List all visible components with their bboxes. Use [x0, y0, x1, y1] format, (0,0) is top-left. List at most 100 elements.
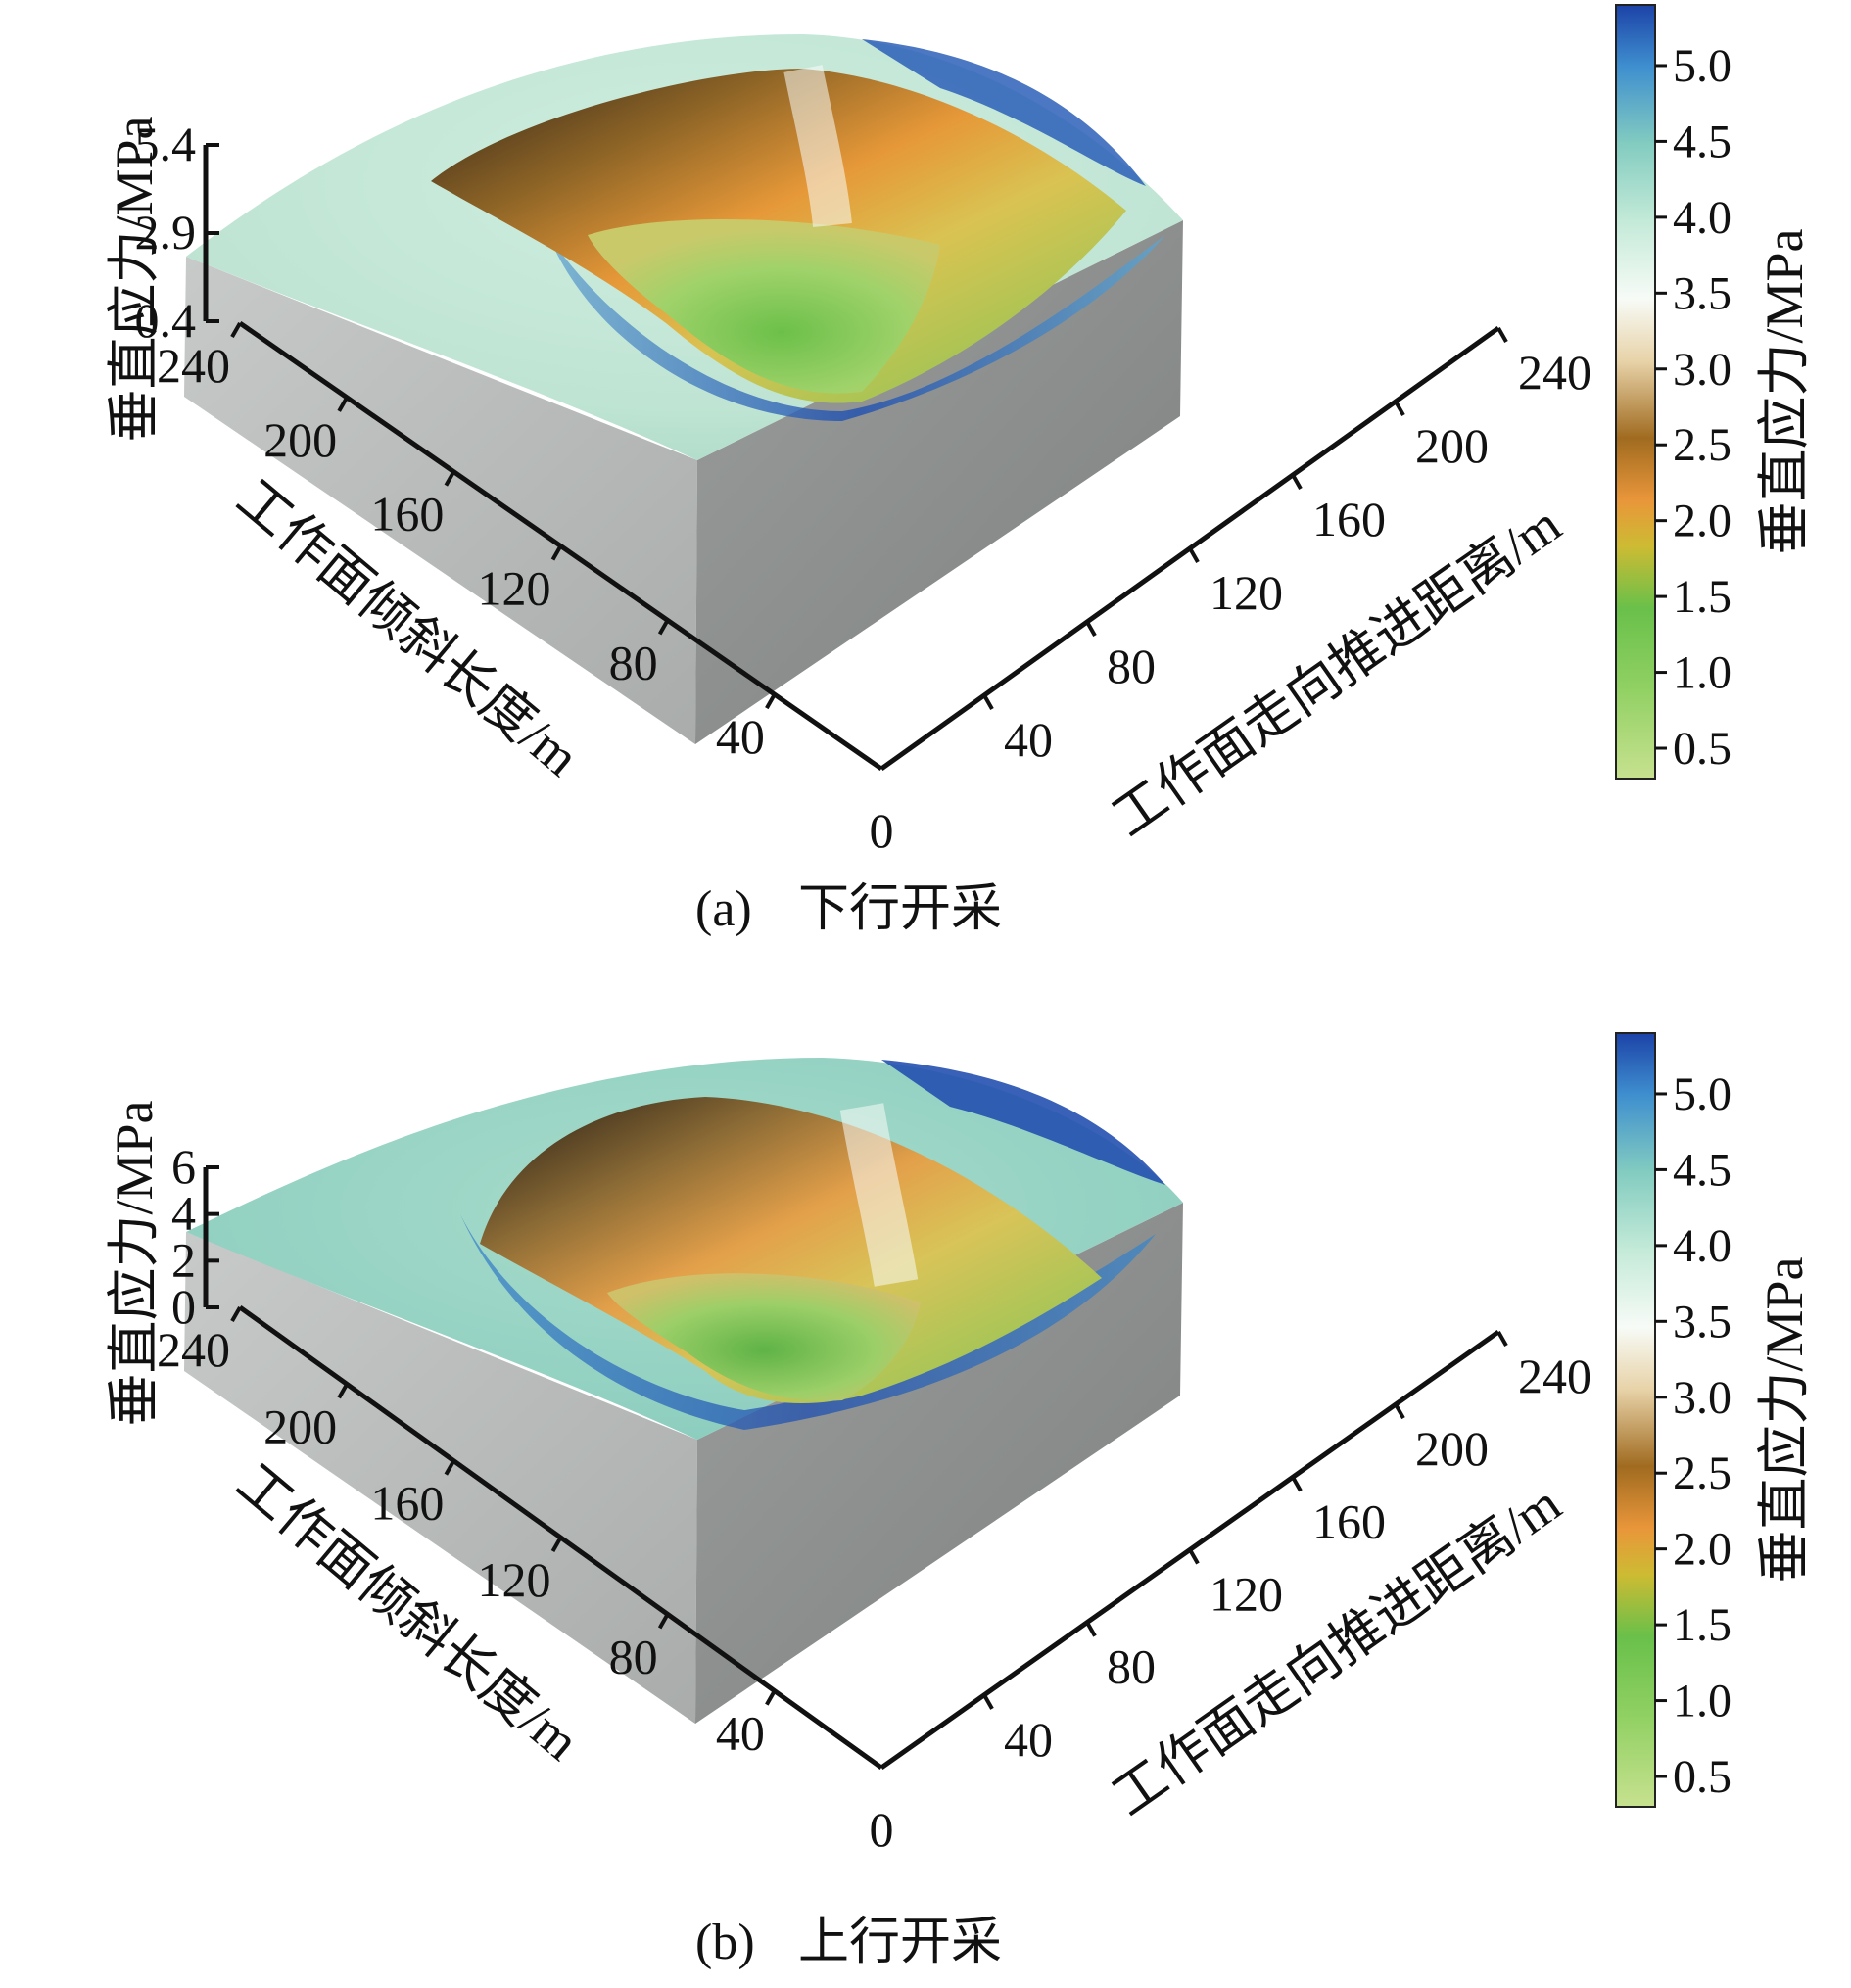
y-tick-label: 160: [1312, 492, 1386, 546]
colorbar-title: 垂直应力/MPa: [1755, 228, 1814, 554]
y-axis-title: 工作面走向推进距离/m: [1102, 495, 1571, 848]
y-tick-label: 80: [1107, 639, 1156, 693]
colorbar-tick-label: 4.5: [1673, 116, 1732, 167]
colorbar-tick-label: 3.5: [1673, 1296, 1732, 1348]
x-tick: [657, 1613, 670, 1630]
x-tick: [337, 1383, 349, 1399]
x-tick: [550, 1537, 563, 1552]
x-tick-label: 0: [870, 803, 894, 858]
colorbar-ticks: 5.0 4.5 4.0 3.5 3.0 2.5 2.0 1.5 1.0 0.5: [1655, 40, 1732, 775]
x-tick: [444, 1459, 456, 1476]
colorbar-tick-label: 1.0: [1673, 647, 1732, 699]
block-left-face: [184, 257, 697, 744]
pit-floor: [588, 218, 940, 394]
y-tick: [1188, 547, 1200, 563]
y-tick: [1085, 1621, 1097, 1637]
y-tick-label: 200: [1415, 1421, 1489, 1476]
z-axis-title: 垂直应力/MPa: [105, 116, 164, 442]
rim-band-back: [881, 1060, 1165, 1185]
colorbar-title: 垂直应力/MPa: [1755, 1256, 1814, 1583]
y-tick: [1188, 1548, 1200, 1565]
x-tick: [444, 470, 456, 487]
y-tick: [1394, 401, 1405, 416]
y-tick: [1496, 327, 1508, 343]
x-tick-label: 80: [609, 635, 658, 689]
z-tick-label: 6: [171, 1139, 196, 1194]
colorbar-tick-label: 2.5: [1673, 419, 1732, 471]
ticks-a: 5.4 2.9 0.4 0 40 80 120 160 200 240 40 80 120 160 200 2…: [135, 117, 1592, 858]
caption-text: 下行开采: [798, 881, 1002, 937]
caption-label: (a): [695, 881, 752, 937]
y-tick: [982, 694, 994, 710]
x-tick-label: 160: [370, 487, 444, 542]
y-tick: [1085, 621, 1097, 637]
colorbar-tick-label: 4.5: [1673, 1144, 1732, 1196]
z-axis-title: 垂直应力/MPa: [105, 1100, 164, 1426]
z-tick-label: 5.4: [135, 117, 197, 171]
x-tick: [337, 396, 349, 412]
x-tick-label: 240: [157, 1322, 230, 1377]
colorbar: [1615, 1032, 1656, 1808]
colorbar: [1615, 4, 1656, 780]
colorbar-tick-label: 2.0: [1673, 496, 1732, 547]
x-tick-label: 160: [370, 1476, 444, 1531]
x-tick-label: 200: [263, 412, 337, 467]
colorbar-tick-label: 1.5: [1673, 571, 1732, 623]
colorbar-tick-label: 0.5: [1673, 723, 1732, 775]
y-tick: [1291, 1476, 1303, 1492]
colorbar-tick-label: 5.0: [1673, 40, 1732, 92]
rim-band-front: [460, 1214, 1156, 1430]
rim-band-back: [862, 39, 1146, 186]
caption-label: (b): [695, 1915, 755, 1970]
y-tick-label: 120: [1210, 565, 1283, 620]
colorbar-tick-label: 3.0: [1673, 344, 1732, 396]
y-tick: [1394, 1403, 1405, 1420]
pit-light-streak: [783, 65, 852, 228]
colorbar-tick-label: 0.5: [1673, 1751, 1732, 1803]
colorbar-tick-label: 2.0: [1673, 1524, 1732, 1576]
x-tick-label: 120: [478, 1552, 551, 1607]
colorbar-tick-label: 2.5: [1673, 1447, 1732, 1499]
x-tick-label: 240: [157, 338, 230, 393]
colorbar-ticks: 5.0 4.5 4.0 3.5 3.0 2.5 2.0 1.5 1.0 0.5: [1655, 1068, 1732, 1803]
colorbar-tick-label: 3.5: [1673, 267, 1732, 319]
chart-panel-a: 5.4 2.9 0.4 0 40 80 120 160 200 240 40 80 120 160 200 2…: [0, 0, 1851, 979]
block-left-face: [184, 1232, 697, 1724]
z-tick-label: 0.4: [135, 293, 197, 348]
x-tick-label: 200: [263, 1398, 337, 1453]
x-tick: [550, 544, 563, 561]
z-tick-label: 0: [171, 1279, 196, 1334]
chart-panel-b: 6 4 2 0 0 40 80 120 160 200 240 40 80 120 160 200 240 垂直…: [0, 1018, 1851, 1983]
rim-band-front: [548, 235, 1165, 421]
x-tick-label: 120: [478, 561, 551, 616]
x-tick: [657, 619, 670, 636]
x-tick-label: 0: [870, 1802, 894, 1857]
y-tick: [1291, 474, 1303, 490]
z-tick-label: 2: [171, 1232, 196, 1287]
x-tick: [230, 322, 242, 338]
colorbar-tick-label: 4.0: [1673, 192, 1732, 244]
caption-text: 上行开采: [798, 1915, 1002, 1970]
z-tick-label: 4: [171, 1186, 196, 1241]
stress-relief-pit: [480, 1097, 1102, 1403]
x-tick-label: 40: [716, 709, 765, 764]
y-tick-label: 240: [1518, 345, 1591, 400]
x-tick: [765, 693, 777, 710]
y-tick-label: 200: [1415, 418, 1489, 473]
colorbar-tick-label: 3.0: [1673, 1372, 1732, 1424]
y-tick: [982, 1693, 994, 1710]
y-tick-label: 120: [1210, 1567, 1283, 1622]
y-tick-label: 240: [1518, 1349, 1591, 1403]
block-right-face: [695, 1203, 1183, 1724]
z-tick-label: 2.9: [135, 205, 197, 260]
x-tick-label: 40: [716, 1706, 765, 1761]
pit-floor: [607, 1273, 921, 1401]
y-tick: [1496, 1331, 1508, 1347]
colorbar-tick-label: 1.5: [1673, 1599, 1732, 1651]
x-tick-label: 80: [609, 1629, 658, 1683]
colorbar-tick-label: 1.0: [1673, 1676, 1732, 1728]
chart-a-svg: 5.4 2.9 0.4 0 40 80 120 160 200 240 40 80 120 160 200 2…: [105, 4, 1814, 937]
x-tick: [230, 1306, 242, 1322]
